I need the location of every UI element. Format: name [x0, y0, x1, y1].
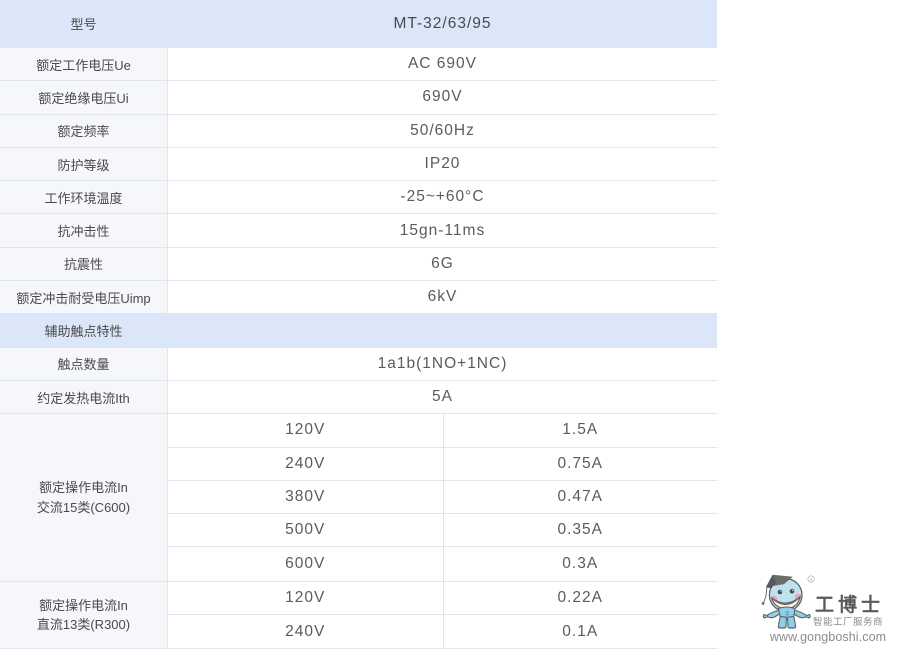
svg-text:R: R — [810, 578, 813, 582]
